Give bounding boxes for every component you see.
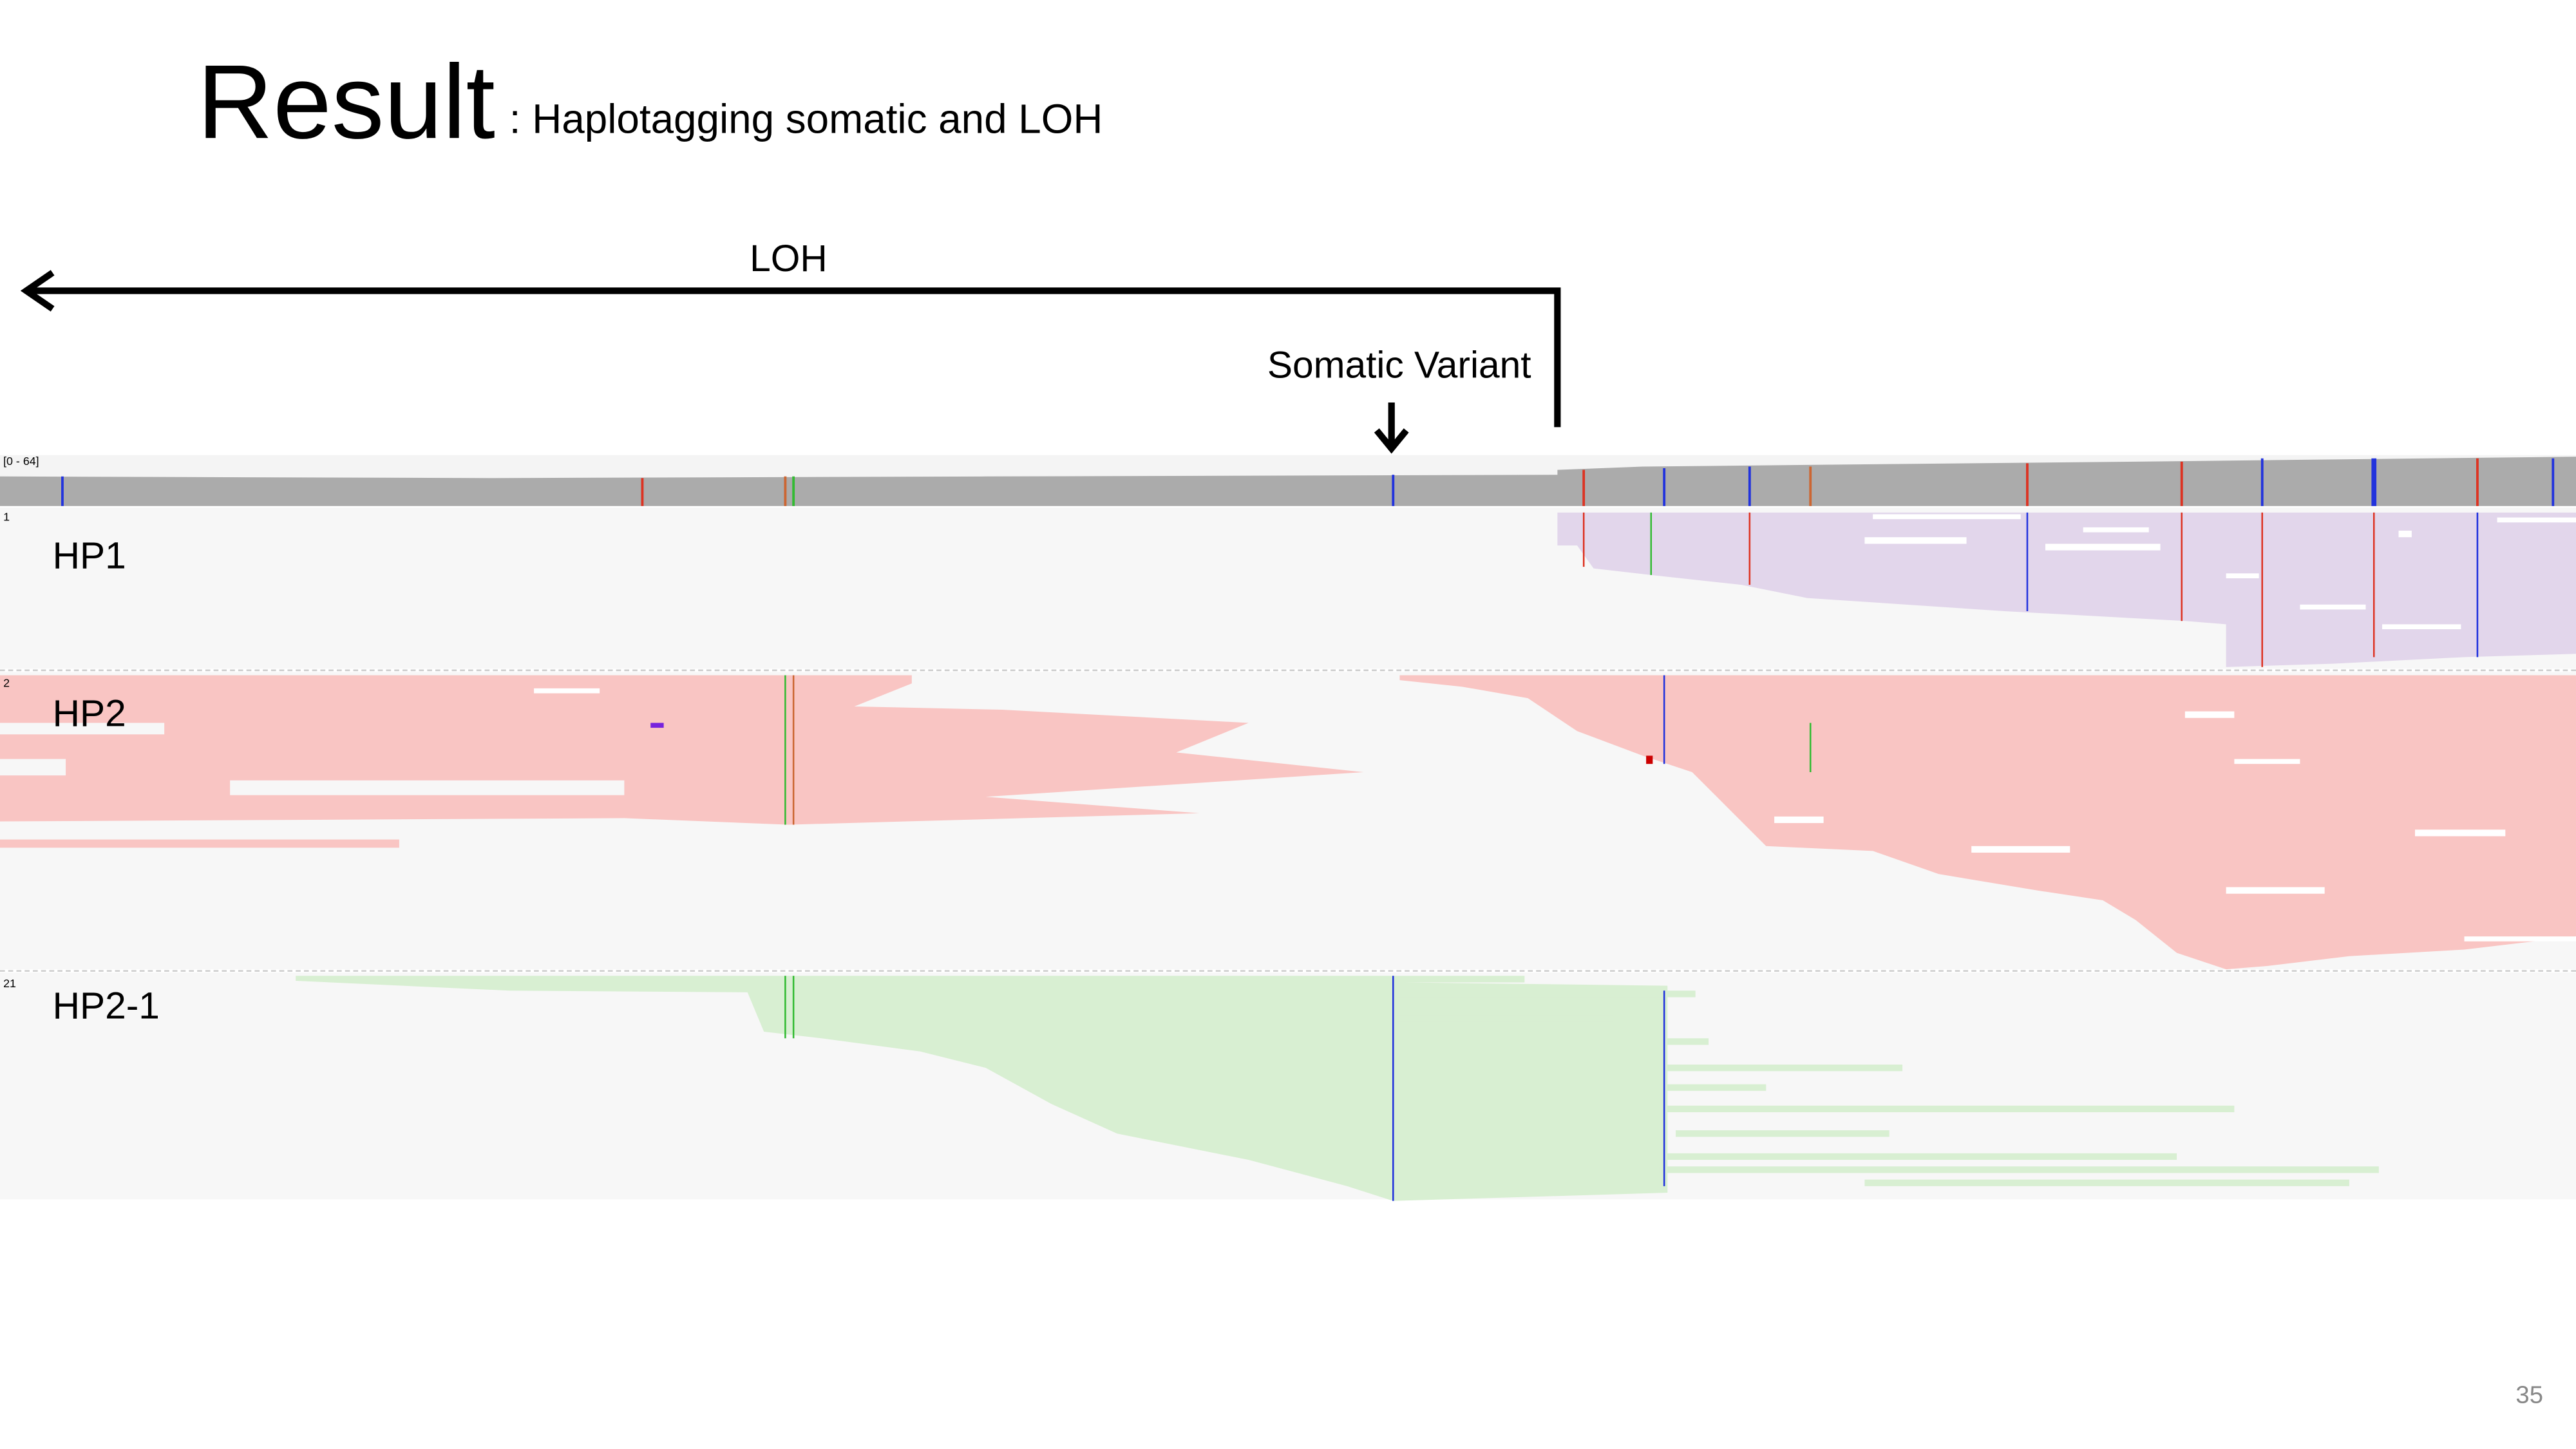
read: [1396, 1015, 1614, 1022]
track-index: 1: [3, 511, 10, 524]
somatic-arrow-head: [1374, 428, 1409, 454]
read-gap: [0, 723, 165, 735]
read: [1396, 990, 1696, 998]
track-index: 21: [3, 977, 16, 990]
insertion: [650, 723, 664, 728]
coverage-range: [0 - 64]: [3, 455, 39, 468]
somatic-variant-label: Somatic Variant: [1267, 345, 1531, 386]
page-number: 35: [2515, 1381, 2543, 1409]
read-gap: [2045, 544, 2161, 551]
read-gap: [1971, 846, 2070, 853]
track-label: HP2-1: [53, 985, 160, 1027]
read-gap: [2415, 829, 2506, 837]
read-gap: [1873, 514, 2021, 520]
read: [1676, 1130, 1889, 1137]
mismatch-block: [1646, 755, 1653, 764]
read: [1396, 1038, 1709, 1045]
read: [1659, 1166, 2379, 1173]
hp2-1-long-reads: [1396, 990, 2379, 1186]
read-gap: [534, 688, 600, 694]
read-gap: [2464, 936, 2576, 942]
slide-subtitle: : Haplotagging somatic and LOH: [509, 96, 1103, 142]
read-gap: [1774, 816, 1824, 824]
hp2-reads-right: [1399, 675, 2576, 970]
read-gap: [2226, 573, 2259, 578]
hp2-read: [0, 839, 399, 848]
loh-arrow-head: [20, 270, 55, 312]
track-label: HP1: [53, 535, 126, 577]
hp2-1-reads: [296, 976, 1668, 1201]
read: [1396, 1028, 1627, 1036]
read-gap: [2382, 624, 2461, 630]
read-gap: [2226, 887, 2325, 894]
hp2-white-gaps: [534, 688, 2576, 942]
read-gap: [2398, 530, 2412, 538]
slide-title: Result: [197, 43, 495, 160]
read-gap: [230, 780, 625, 795]
read-gap: [2300, 604, 2366, 610]
hp1-reads: [1557, 512, 2576, 667]
read: [1864, 1179, 2349, 1186]
loh-arrow-line: [29, 287, 1561, 428]
read-gap: [0, 759, 66, 776]
hp2-1-mismatches: [784, 976, 1665, 1201]
coverage-area: [0, 457, 2576, 506]
read: [1396, 1065, 1903, 1072]
read: [1643, 1105, 2235, 1113]
read-gap: [1864, 537, 1967, 544]
read-gap: [2083, 527, 2149, 533]
read: [1585, 1084, 1766, 1091]
hp1-gaps: [1864, 514, 2576, 630]
hp2-gaps: [0, 723, 625, 838]
track-index: 2: [3, 676, 10, 689]
read-gap: [2497, 517, 2576, 523]
read-gap: [0, 829, 399, 838]
track-label: HP2: [53, 693, 126, 735]
hp1-mismatches: [1582, 512, 2479, 667]
coverage-mismatches: [61, 458, 2555, 506]
read-gap: [2234, 759, 2300, 764]
read-gap: [2184, 711, 2235, 718]
loh-label: LOH: [750, 238, 828, 279]
read: [1626, 1153, 2177, 1160]
hp2-mismatches: [784, 675, 1812, 825]
